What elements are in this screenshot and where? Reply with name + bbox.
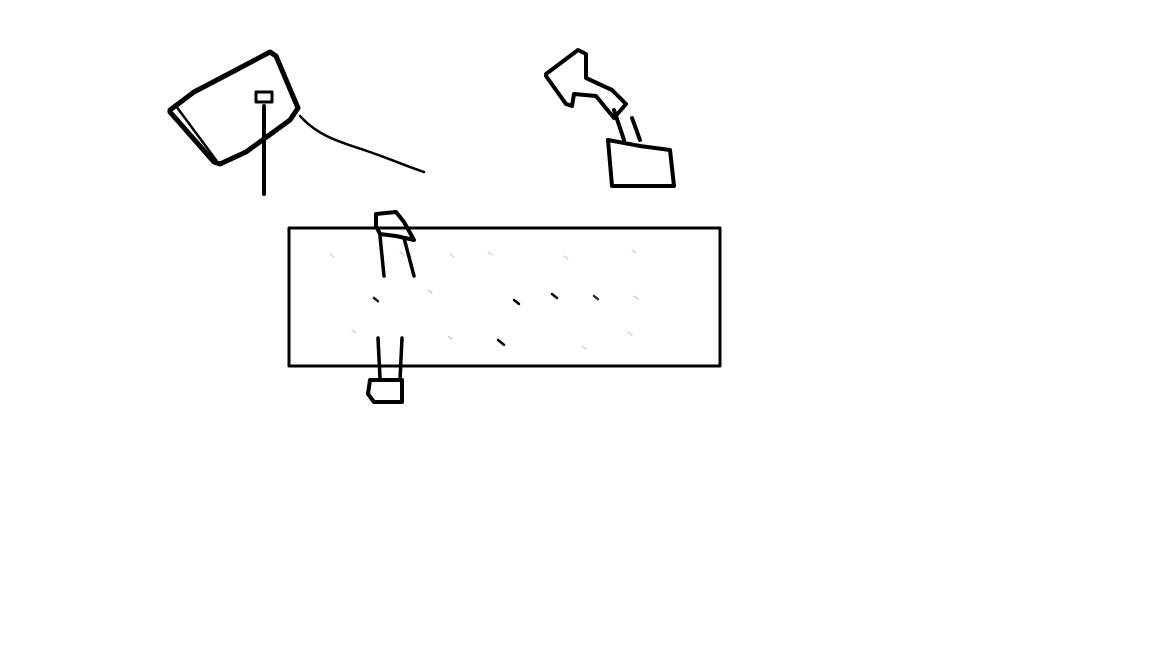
speckle-mark <box>449 253 455 258</box>
speckle-mark <box>631 249 637 254</box>
speckle-mark <box>399 251 405 256</box>
vertical-bar-top-cap <box>374 210 416 242</box>
right-arrow-connector <box>612 108 642 142</box>
vertical-bar-bottom-cap <box>366 378 404 404</box>
speckle-mark <box>427 289 433 294</box>
speckle-mark <box>550 292 559 300</box>
speckle-mark <box>329 253 335 258</box>
right-box-sketch <box>606 138 676 188</box>
speckle-mark <box>512 298 521 306</box>
speckle-mark <box>627 331 633 336</box>
left-box-trailing-curve <box>298 114 426 174</box>
speckle-mark <box>447 335 453 340</box>
speckle-mark <box>351 329 357 334</box>
right-arrow-sketch <box>544 48 642 142</box>
speckle-mark <box>592 294 600 301</box>
vertical-bar-upper-lines <box>378 234 416 278</box>
right-box-outline <box>606 138 676 188</box>
speckle-mark <box>563 255 569 260</box>
speckle-mark <box>633 295 639 300</box>
center-rectangle <box>287 226 722 368</box>
speckle-mark <box>581 345 587 350</box>
speckle-mark <box>496 338 506 347</box>
left-tilted-box-outline <box>167 49 301 167</box>
center-rectangle-outline <box>287 226 722 368</box>
vertical-bar-sketch <box>366 210 416 404</box>
vertical-bar-lower-lines <box>376 336 404 382</box>
left-box-inner-edge <box>174 104 218 162</box>
left-box-small-square <box>254 90 274 104</box>
speckle-mark <box>487 251 493 256</box>
right-arrow-outline <box>544 48 628 120</box>
center-rectangle-speckles <box>329 249 639 350</box>
speckle-mark <box>372 296 380 303</box>
left-tilted-box-sketch <box>167 49 426 196</box>
